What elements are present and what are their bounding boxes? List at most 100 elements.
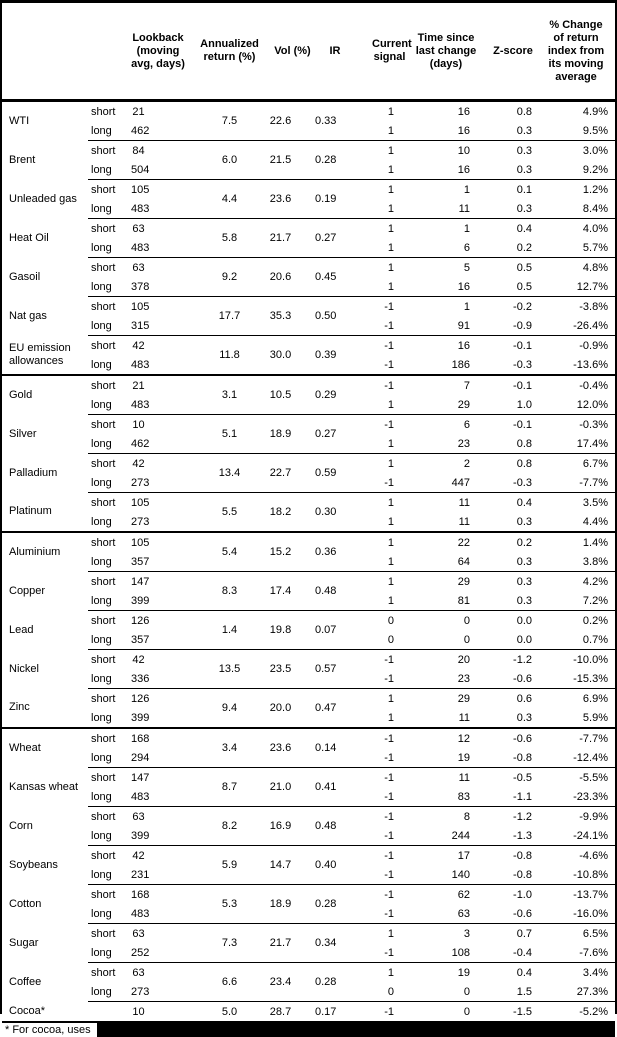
- time-since-value: 0: [408, 1001, 484, 1021]
- table-row: long 252 -1 108 -0.4 -7.6%: [2, 943, 615, 963]
- leg-label: short: [88, 767, 130, 787]
- zscore-value: 0.5: [516, 280, 532, 293]
- commodity-name: EU emission allowances: [9, 341, 71, 367]
- lookback-value: 105: [130, 492, 186, 512]
- leg-label: short: [88, 806, 130, 826]
- pct-change-value: -4.6%: [542, 845, 615, 865]
- lookback-value: 252: [131, 946, 150, 959]
- ir-value: 0.59: [314, 453, 356, 493]
- zscore-value: -1.1: [513, 790, 532, 803]
- signal-value: -1: [384, 476, 394, 489]
- pct-change-value: -16.0%: [573, 907, 608, 920]
- zscore-value: -0.3: [513, 476, 532, 489]
- lookback-value: 84: [130, 140, 186, 160]
- signal-value: 1: [356, 257, 408, 277]
- zscore-value: 0.0: [484, 610, 542, 630]
- zscore-value: 0.4: [484, 962, 542, 982]
- ir-value: 0.47: [314, 688, 356, 728]
- zscore-value: 0.2: [516, 241, 532, 254]
- time-since-value: 11: [458, 202, 470, 215]
- lookback-value: 315: [131, 319, 150, 332]
- ir-value: 0.48: [314, 571, 356, 611]
- time-since-value: 186: [451, 358, 470, 371]
- vol-value: 35.3: [260, 296, 314, 336]
- pct-change-value: 8.4%: [582, 202, 608, 215]
- table-row: Kansas wheat short 147 8.7 21.0 0.41 -1 11 -0.5-…: [2, 767, 615, 807]
- zscore-value: 0.3: [516, 555, 532, 568]
- signal-value: 1: [387, 711, 394, 724]
- table-row: long 357 1 64 0.3 3.8%: [2, 552, 615, 572]
- zscore-value: 0.3: [516, 515, 532, 528]
- time-since-value: 447: [451, 476, 470, 489]
- annualized-return-value: 9.4: [186, 688, 260, 728]
- pct-change-value: -12.4%: [573, 751, 608, 764]
- signal-value: -1: [356, 767, 408, 787]
- signal-value: -1: [384, 868, 394, 881]
- leg-label: long: [91, 633, 112, 646]
- signal-value: 1: [387, 202, 394, 215]
- signal-value: -1: [384, 829, 394, 842]
- ir-value: 0.33: [315, 115, 337, 127]
- column-header-current-signal: Current signal: [356, 3, 412, 102]
- leg-label: short: [88, 453, 130, 473]
- zscore-value: 0.7: [484, 923, 542, 943]
- time-since-value: 2: [408, 453, 484, 473]
- annualized-return-value: 5.3: [186, 884, 260, 924]
- pct-change-value: 9.2%: [582, 163, 608, 176]
- lookback-value: 42: [130, 453, 186, 473]
- leg-label: short: [88, 610, 130, 630]
- leg-label: long: [91, 515, 112, 528]
- table-row: long 399 -1 244 -1.3 -24.1%: [2, 826, 615, 846]
- pct-change-value: -15.3%: [573, 672, 608, 685]
- signal-value: 1: [356, 492, 408, 512]
- signal-value: -1: [356, 374, 408, 395]
- commodity-name: Coffee: [9, 975, 42, 988]
- lookback-value: 147: [130, 767, 186, 787]
- ir-value: 0.27: [314, 414, 356, 454]
- zscore-value: 0.3: [484, 571, 542, 591]
- lookback-value: 105: [130, 531, 186, 552]
- zscore-value: -0.8: [484, 845, 542, 865]
- vol-value: 20.0: [260, 688, 314, 728]
- signal-value: 1: [387, 437, 394, 450]
- zscore-value: 0.4: [484, 218, 542, 238]
- table-row: Gold short 21 3.1 10.5 0.29 -1 7 -0.1 -0.4%: [2, 374, 615, 415]
- table-row: Nat gas short 105 17.7 35.3 0.50 -1 1 -0.2 -3.8%: [2, 296, 615, 336]
- time-since-value: 16: [408, 335, 484, 355]
- lookback-value: 273: [131, 515, 150, 528]
- commodity-name: Kansas wheat: [9, 780, 79, 793]
- pct-change-value: 1.2%: [542, 179, 615, 199]
- lookback-value: 105: [130, 296, 186, 316]
- zscore-value: 0.8: [484, 453, 542, 473]
- ir-value: 0.39: [314, 335, 356, 375]
- table-row: Nickel short 42 13.5 23.5 0.57 -1 20 -1.2 -10.0%: [2, 649, 615, 689]
- zscore-value: -1.3: [513, 829, 532, 842]
- table-row: WTI short 21 7.5 22.6 0.33 1 16 0.8 4.9%: [2, 101, 615, 127]
- table-row: long 483 -1 83 -1.1 -23.3%: [2, 787, 615, 807]
- zscore-value: -1.2: [484, 649, 542, 669]
- vol-value: 20.6: [260, 257, 314, 297]
- commodity-name: Platinum: [9, 505, 52, 518]
- table-row: long 483 1 6 0.2 5.7%: [2, 238, 615, 258]
- commodity-name: Soybeans: [9, 858, 58, 871]
- time-since-value: 16: [457, 280, 470, 293]
- zscore-value: -0.8: [513, 868, 532, 881]
- annualized-return-value: 1.4: [186, 610, 260, 650]
- leg-label: long: [91, 437, 112, 450]
- lookback-value: 63: [130, 218, 186, 238]
- vol-value: 21.7: [260, 218, 314, 258]
- signal-value: 1: [356, 571, 408, 591]
- leg-label: short: [91, 105, 116, 118]
- zscore-value: 0.8: [516, 105, 532, 118]
- signal-value: 1: [356, 531, 408, 552]
- signal-value: -1: [356, 884, 408, 904]
- time-since-value: 16: [457, 163, 470, 176]
- commodity-name: Unleaded gas: [9, 192, 77, 205]
- lookback-value: 63: [130, 962, 186, 982]
- column-header-vol: Vol (%): [260, 3, 314, 102]
- vol-value: 23.4: [260, 962, 314, 1002]
- lookback-value: 10: [130, 1001, 186, 1021]
- commodity-name: Cocoa*: [9, 1004, 46, 1017]
- zscore-value: 0.0: [516, 633, 532, 646]
- time-since-value: 0: [408, 610, 484, 630]
